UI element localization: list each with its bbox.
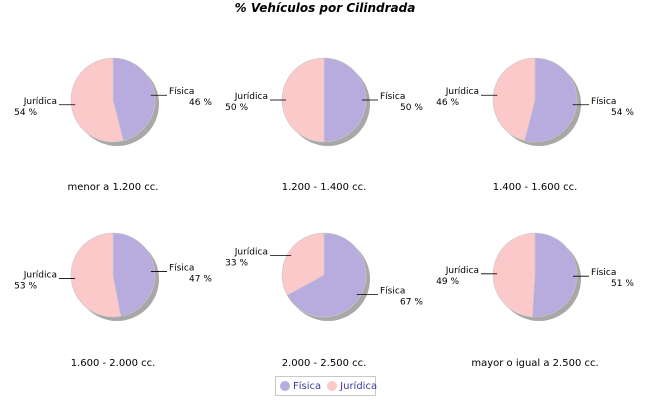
pie-category-label: menor a 1.200 cc. (68, 182, 159, 193)
chart-title: % Vehículos por Cilindrada (234, 1, 416, 15)
slice-name-label: Física (380, 92, 405, 102)
legend: Física Jurídica (275, 376, 377, 396)
legend-swatch-fisica (280, 381, 290, 391)
pie-category-label: 1.400 - 1.600 cc. (493, 182, 578, 193)
slice-percent-label: 67 % (400, 297, 423, 307)
slice-name-label: Jurídica (445, 87, 479, 97)
slice-percent-label: 51 % (611, 279, 634, 289)
slice-name-label: Jurídica (445, 266, 479, 276)
pie-slice-fisica (286, 232, 367, 318)
slice-name-label: Física (169, 87, 194, 97)
pie-slice-juridica (70, 57, 124, 143)
slice-percent-label: 54 % (14, 108, 37, 118)
pie-category-label: mayor o igual a 2.500 cc. (471, 358, 598, 369)
slice-percent-label: 33 % (225, 259, 248, 269)
legend-item-fisica: Física (280, 381, 321, 392)
slice-name-label: Jurídica (23, 97, 57, 107)
legend-item-juridica: Jurídica (327, 381, 377, 392)
pie-slice-fisica (112, 57, 156, 142)
legend-label-fisica: Física (293, 380, 322, 392)
pie-slice-fisica (524, 57, 578, 143)
pie-slice-juridica (492, 57, 536, 142)
slice-name-label: Jurídica (23, 271, 57, 281)
slice-name-label: Jurídica (234, 92, 268, 102)
pie-category-label: 1.600 - 2.000 cc. (71, 358, 156, 369)
slice-percent-label: 46 % (189, 98, 212, 108)
pie-slice-juridica (492, 232, 536, 318)
slice-percent-label: 50 % (225, 103, 248, 113)
slice-percent-label: 53 % (14, 282, 37, 292)
legend-label-juridica: Jurídica (340, 380, 378, 392)
pie-category-label: 1.200 - 1.400 cc. (282, 182, 367, 193)
slice-name-label: Física (169, 263, 194, 273)
slice-percent-label: 49 % (436, 277, 459, 287)
slice-name-label: Física (591, 268, 616, 278)
pie-slice-juridica (281, 232, 325, 296)
pie-category-label: 2.000 - 2.500 cc. (282, 358, 367, 369)
slice-percent-label: 54 % (611, 108, 634, 118)
slice-percent-label: 47 % (189, 274, 212, 284)
pie-slice-juridica (281, 57, 325, 143)
legend-swatch-juridica (327, 381, 338, 391)
slice-name-label: Física (380, 286, 405, 296)
slice-percent-label: 46 % (436, 98, 459, 108)
slice-name-label: Jurídica (234, 248, 268, 258)
slice-name-label: Física (591, 97, 616, 107)
slice-percent-label: 50 % (400, 103, 423, 113)
